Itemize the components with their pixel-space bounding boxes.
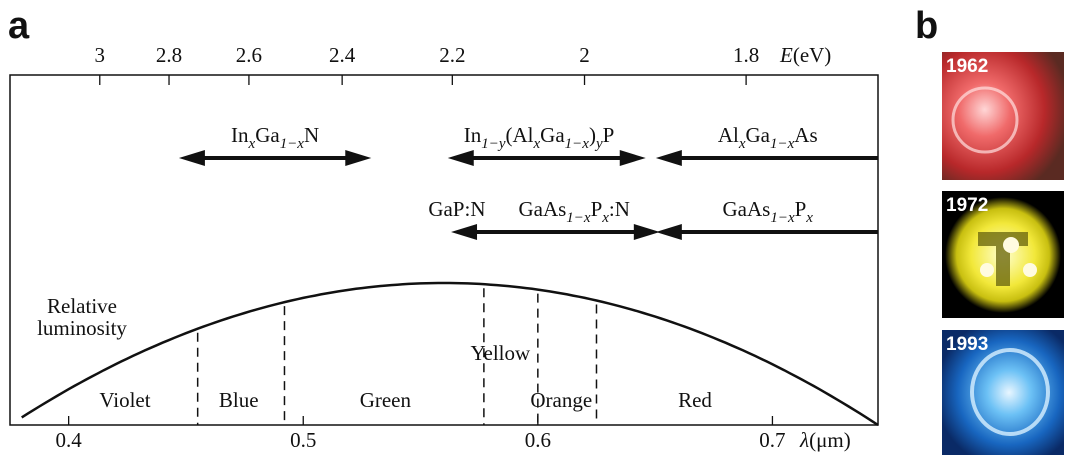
text-part: GaAs xyxy=(723,197,771,221)
x-tick-label: 0.4 xyxy=(56,428,83,452)
curve-label: luminosity xyxy=(37,316,127,340)
text-part: Ga xyxy=(540,123,565,147)
text-part: Ga xyxy=(255,123,280,147)
arrow-head xyxy=(633,224,660,240)
text-part: x xyxy=(532,136,540,152)
photo xyxy=(942,52,1064,180)
text-part: x xyxy=(805,210,813,226)
text-part: Ga xyxy=(746,123,771,147)
band-label: Orange xyxy=(530,388,592,412)
text-part: In xyxy=(464,123,482,147)
x2-tick-label: 1.8 xyxy=(733,43,759,67)
photo-column xyxy=(942,52,1064,455)
arrow-head xyxy=(178,150,205,166)
axis-label: λ(μm) xyxy=(799,428,851,452)
text-part: GaAs xyxy=(518,197,566,221)
text-part: P xyxy=(591,197,603,221)
x2-tick-label: 2.6 xyxy=(236,43,262,67)
x2-tick-label: 2 xyxy=(579,43,590,67)
arrow-head xyxy=(451,224,478,240)
band-label: Green xyxy=(360,388,412,412)
text-part: 1−x xyxy=(770,136,795,152)
material-label: In1−y(AlxGa1−x)yP xyxy=(464,123,615,152)
photo-year: 1993 xyxy=(946,334,988,355)
arrow-head xyxy=(345,150,372,166)
led-shape xyxy=(951,86,1019,154)
panel-letter: b xyxy=(915,5,938,47)
arrow-head xyxy=(619,150,646,166)
text-part: GaP:N xyxy=(428,197,485,221)
text-part: (Al xyxy=(505,123,533,147)
text-part: y xyxy=(594,136,603,152)
material-label: GaAs1−xPx xyxy=(723,197,814,226)
band-label: Yellow xyxy=(470,341,531,365)
x-tick-label: 0.6 xyxy=(525,428,551,452)
x2-tick-label: 3 xyxy=(95,43,106,67)
panel-letter: a xyxy=(8,5,30,47)
material-label: AlxGa1−xAs xyxy=(718,123,818,152)
text-part: λ xyxy=(799,428,809,452)
text-part: (μm) xyxy=(809,428,851,452)
text-part: x xyxy=(738,136,746,152)
band-label: Violet xyxy=(99,388,150,412)
x2-tick-label: 2.8 xyxy=(156,43,182,67)
text-part: 1−y xyxy=(481,136,506,152)
x2-tick-label: 2.4 xyxy=(329,43,356,67)
axis-label: E(eV) xyxy=(779,43,831,67)
led-shape xyxy=(1003,237,1019,253)
arrow-head xyxy=(655,224,682,240)
text-part: (eV) xyxy=(793,43,831,67)
band-label: Red xyxy=(678,388,712,412)
text-part: 1−x xyxy=(565,136,590,152)
led-shape xyxy=(980,263,994,277)
photo-year: 1972 xyxy=(946,195,988,216)
photo-year: 1962 xyxy=(946,56,988,77)
text-part: P xyxy=(795,197,807,221)
luminosity-curve xyxy=(21,281,879,427)
arrow-head xyxy=(655,150,682,166)
plot-frame xyxy=(9,74,879,426)
text-part: :N xyxy=(609,197,630,221)
material-label: GaP:N xyxy=(428,197,485,221)
x2-tick-label: 2.2 xyxy=(439,43,465,67)
text-part: In xyxy=(231,123,249,147)
text-part: x xyxy=(248,136,256,152)
led-shape xyxy=(970,348,1050,436)
text-part: As xyxy=(794,123,817,147)
text-part: Al xyxy=(718,123,739,147)
x-tick-label: 0.7 xyxy=(759,428,785,452)
text-part: ) xyxy=(589,123,596,147)
curve-label: Relative xyxy=(47,294,117,318)
band-label: Blue xyxy=(219,388,259,412)
text-part: N xyxy=(304,123,319,147)
material-label: InxGa1−xN xyxy=(231,123,319,152)
text-part: 1−x xyxy=(770,210,795,226)
x-tick-label: 0.5 xyxy=(290,428,316,452)
material-label: GaAs1−xPx:N xyxy=(518,197,629,226)
text-part: 1−x xyxy=(566,210,591,226)
text-part: x xyxy=(601,210,609,226)
text-part: E xyxy=(779,43,793,67)
led-shape xyxy=(1023,263,1037,277)
text-part: P xyxy=(603,123,615,147)
arrow-head xyxy=(447,150,474,166)
text-part: 1−x xyxy=(280,136,305,152)
